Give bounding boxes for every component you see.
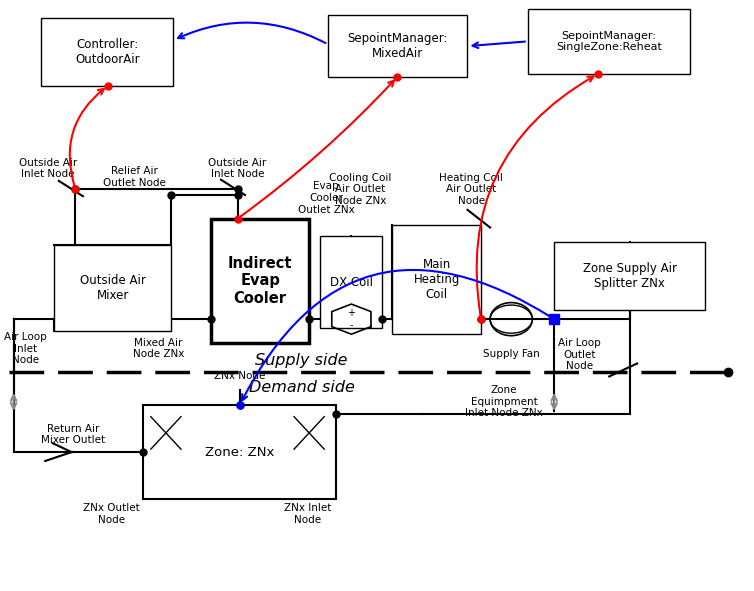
- FancyBboxPatch shape: [41, 18, 173, 86]
- Text: Zone: ZNx: Zone: ZNx: [204, 446, 274, 459]
- Text: Demand side: Demand side: [249, 379, 354, 395]
- Text: Supply side: Supply side: [256, 353, 348, 368]
- Text: SepointManager:
SingleZone:Reheat: SepointManager: SingleZone:Reheat: [556, 31, 662, 52]
- FancyBboxPatch shape: [528, 9, 690, 74]
- Text: DX Coil: DX Coil: [329, 276, 373, 288]
- Text: Evap
Cooler
Outlet ZNx: Evap Cooler Outlet ZNx: [298, 181, 354, 215]
- Text: SepointManager:
MixedAir: SepointManager: MixedAir: [348, 32, 448, 60]
- FancyBboxPatch shape: [211, 219, 309, 343]
- Text: +
-: + -: [348, 309, 355, 330]
- FancyBboxPatch shape: [54, 245, 171, 331]
- Text: Outside Air
Inlet Node: Outside Air Inlet Node: [208, 158, 267, 179]
- Text: Zone Supply Air
Splitter ZNx: Zone Supply Air Splitter ZNx: [583, 262, 676, 290]
- Text: ZNx Node: ZNx Node: [214, 371, 265, 381]
- Text: ZNx Outlet
Node: ZNx Outlet Node: [83, 504, 140, 525]
- Text: ZNx Inlet
Node: ZNx Inlet Node: [284, 504, 331, 525]
- Text: Outside Air
Mixer: Outside Air Mixer: [80, 274, 146, 302]
- Text: Air Loop
Outlet
Node: Air Loop Outlet Node: [558, 338, 601, 371]
- Text: Indirect
Evap
Cooler: Indirect Evap Cooler: [228, 256, 293, 306]
- Text: Outside Air
Inlet Node: Outside Air Inlet Node: [19, 158, 77, 179]
- Text: Relief Air
Outlet Node: Relief Air Outlet Node: [103, 167, 166, 188]
- Text: Mixed Air
Node ZNx: Mixed Air Node ZNx: [133, 338, 184, 359]
- Text: Controller:
OutdoorAir: Controller: OutdoorAir: [75, 38, 139, 66]
- Text: Main
Heating
Coil: Main Heating Coil: [413, 258, 460, 301]
- Text: Return Air
Mixer Outlet: Return Air Mixer Outlet: [41, 424, 106, 445]
- Text: Air Loop
Inlet
Node: Air Loop Inlet Node: [4, 332, 47, 365]
- Text: Cooling Coil
Air Outlet
Node ZNx: Cooling Coil Air Outlet Node ZNx: [329, 173, 391, 206]
- Text: Heating Coil
Air Outlet
Node: Heating Coil Air Outlet Node: [440, 173, 503, 206]
- FancyBboxPatch shape: [392, 225, 481, 334]
- FancyBboxPatch shape: [143, 405, 336, 499]
- FancyBboxPatch shape: [554, 242, 705, 310]
- Text: Zone
Equimpment
Inlet Node ZNx: Zone Equimpment Inlet Node ZNx: [465, 385, 543, 418]
- FancyBboxPatch shape: [320, 236, 382, 328]
- FancyBboxPatch shape: [328, 15, 467, 77]
- Text: Supply Fan: Supply Fan: [483, 349, 540, 359]
